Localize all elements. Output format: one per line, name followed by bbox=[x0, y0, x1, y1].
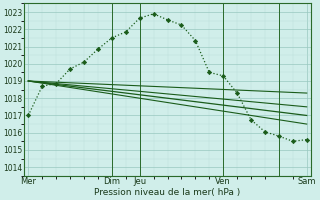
X-axis label: Pression niveau de la mer( hPa ): Pression niveau de la mer( hPa ) bbox=[94, 188, 241, 197]
